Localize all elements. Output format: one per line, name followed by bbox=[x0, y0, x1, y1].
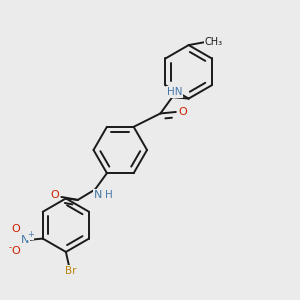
Text: O: O bbox=[178, 107, 187, 117]
Text: O: O bbox=[50, 190, 59, 200]
Text: O: O bbox=[11, 224, 20, 234]
Text: N: N bbox=[94, 190, 102, 200]
Text: N: N bbox=[21, 235, 29, 245]
Text: O: O bbox=[11, 246, 20, 256]
Text: CH₃: CH₃ bbox=[205, 37, 223, 46]
Text: -: - bbox=[8, 243, 11, 252]
Text: HN: HN bbox=[167, 87, 182, 97]
Text: Br: Br bbox=[64, 266, 76, 276]
Text: H: H bbox=[104, 190, 112, 200]
Text: +: + bbox=[27, 230, 34, 239]
